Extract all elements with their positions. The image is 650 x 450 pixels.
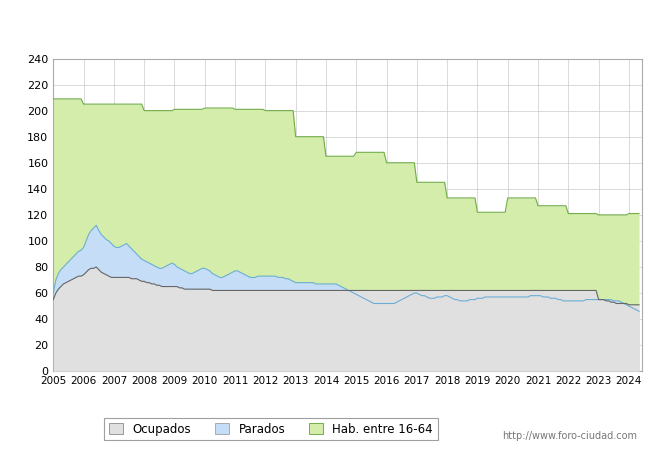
Text: http://www.foro-ciudad.com: http://www.foro-ciudad.com — [502, 431, 637, 441]
Legend: Ocupados, Parados, Hab. entre 16-64: Ocupados, Parados, Hab. entre 16-64 — [104, 418, 437, 440]
Text: Masueco - Evolucion de la poblacion en edad de Trabajar Mayo de 2024: Masueco - Evolucion de la poblacion en e… — [86, 21, 564, 34]
